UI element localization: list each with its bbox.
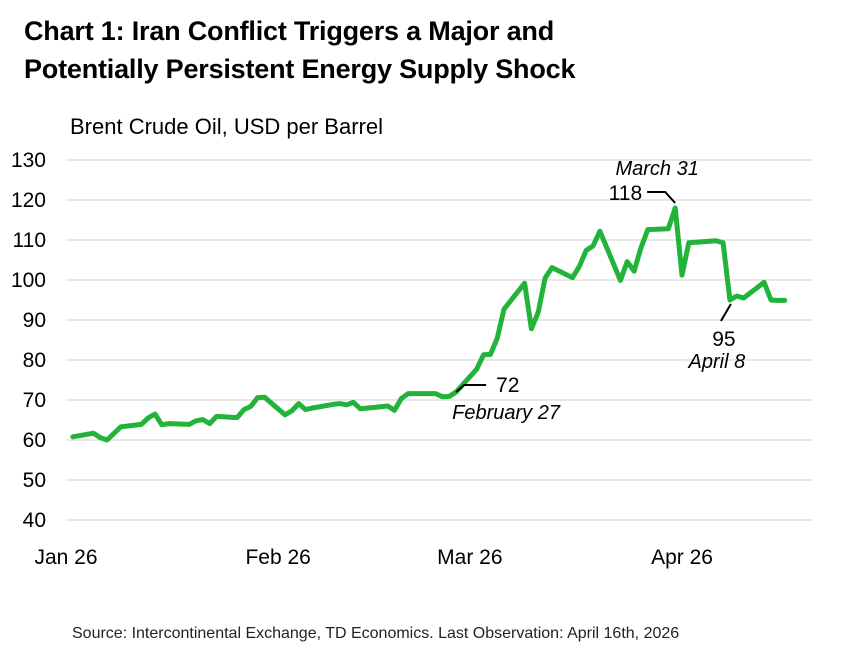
source-note: Source: Intercontinental Exchange, TD Ec… xyxy=(72,625,680,642)
annotation-leader-apr8 xyxy=(720,303,732,322)
y-tick-label-130: 130 xyxy=(11,149,46,172)
brent-price-line xyxy=(70,205,788,443)
annotation-date-mar31: March 31 xyxy=(615,158,698,180)
x-tick-label-feb-26: Feb 26 xyxy=(245,546,310,569)
x-tick-label-jan-26: Jan 26 xyxy=(34,546,97,569)
chart-title-line-1: Chart 1: Iran Conflict Triggers a Major … xyxy=(24,16,554,46)
annotation-date-feb27: February 27 xyxy=(452,402,561,424)
annotation-value-feb27: 72 xyxy=(496,374,519,397)
y-tick-label-110: 110 xyxy=(13,229,46,252)
y-tick-label-50: 50 xyxy=(23,469,46,492)
y-tick-label-80: 80 xyxy=(23,349,46,372)
annotation-value-apr8: 95 xyxy=(712,328,735,351)
chart-title-line-2: Potentially Persistent Energy Supply Sho… xyxy=(24,54,576,84)
gridlines xyxy=(66,159,812,521)
annotation-value-mar31: 118 xyxy=(609,182,642,205)
y-tick-label-40: 40 xyxy=(23,509,46,532)
y-tick-label-70: 70 xyxy=(23,389,46,412)
x-axis-ticks: Jan 26 Feb 26 Mar 26 Apr 26 xyxy=(34,546,712,569)
y-tick-label-100: 100 xyxy=(11,269,46,292)
series-group xyxy=(70,205,788,443)
y-axis-ticks: 40 50 60 70 80 90 100 110 120 130 xyxy=(11,149,46,532)
annotation-leader-feb27 xyxy=(455,384,487,393)
chart-title: Chart 1: Iran Conflict Triggers a Major … xyxy=(24,12,844,88)
x-tick-label-apr-26: Apr 26 xyxy=(651,546,713,569)
y-tick-label-90: 90 xyxy=(23,309,46,332)
y-tick-label-60: 60 xyxy=(23,429,46,452)
x-tick-label-mar-26: Mar 26 xyxy=(437,546,502,569)
y-tick-label-120: 120 xyxy=(11,189,46,212)
annotation-date-apr8: April 8 xyxy=(688,351,746,373)
annotation-leader-mar31 xyxy=(647,191,676,204)
y-axis-label: Brent Crude Oil, USD per Barrel xyxy=(70,114,383,139)
